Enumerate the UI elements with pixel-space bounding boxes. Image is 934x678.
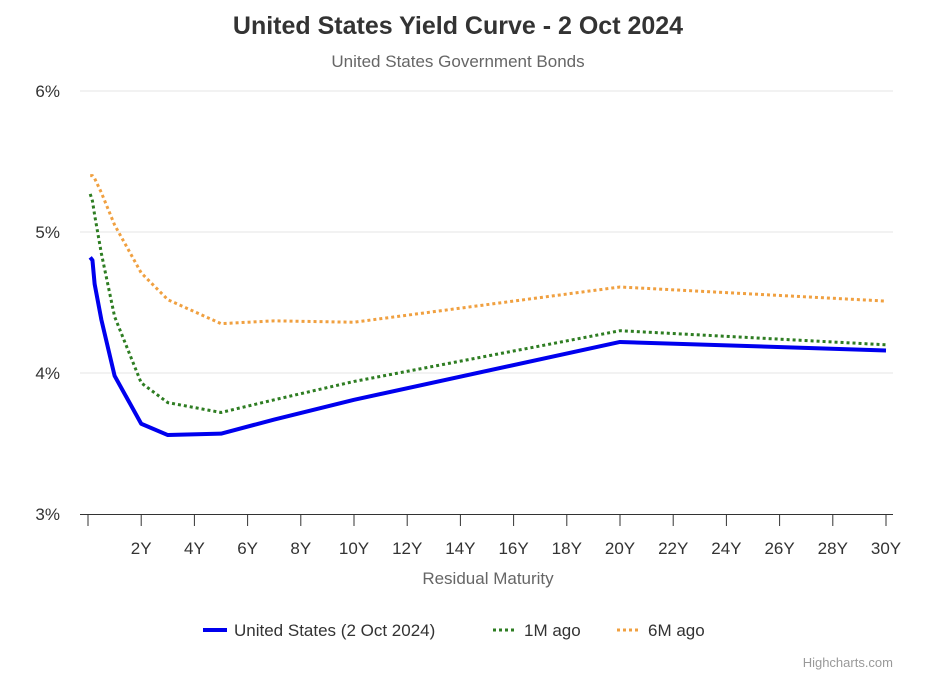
legend-item-label[interactable]: United States (2 Oct 2024) <box>234 621 435 640</box>
chart-subtitle: United States Government Bonds <box>331 52 584 71</box>
y-tick-label: 6% <box>35 82 60 101</box>
x-tick-label: 12Y <box>392 539 422 558</box>
credits-link[interactable]: Highcharts.com <box>803 655 893 670</box>
x-tick-label: 14Y <box>445 539 475 558</box>
series-line-2 <box>90 174 887 326</box>
x-tick-label: 24Y <box>711 539 741 558</box>
x-axis-label: Residual Maturity <box>422 569 554 588</box>
x-tick-label: 30Y <box>871 539 901 558</box>
x-tick-label: 2Y <box>131 539 152 558</box>
y-tick-label: 4% <box>35 364 60 383</box>
y-tick-label: 3% <box>35 505 60 524</box>
y-tick-label: 5% <box>35 223 60 242</box>
x-tick-label: 28Y <box>818 539 848 558</box>
x-tick-label: 4Y <box>184 539 205 558</box>
x-tick-label: 20Y <box>605 539 635 558</box>
chart-title: United States Yield Curve - 2 Oct 2024 <box>233 12 683 40</box>
legend-item-label[interactable]: 1M ago <box>524 621 581 640</box>
x-tick-label: 18Y <box>552 539 582 558</box>
x-tick-label: 8Y <box>290 539 311 558</box>
x-tick-label: 10Y <box>339 539 369 558</box>
series-line-1 <box>88 193 887 414</box>
series-line-0 <box>88 256 887 438</box>
x-tick-label: 16Y <box>498 539 528 558</box>
legend-item-label[interactable]: 6M ago <box>648 621 705 640</box>
x-tick-label: 26Y <box>764 539 794 558</box>
x-tick-label: 6Y <box>237 539 258 558</box>
x-tick-label: 22Y <box>658 539 688 558</box>
